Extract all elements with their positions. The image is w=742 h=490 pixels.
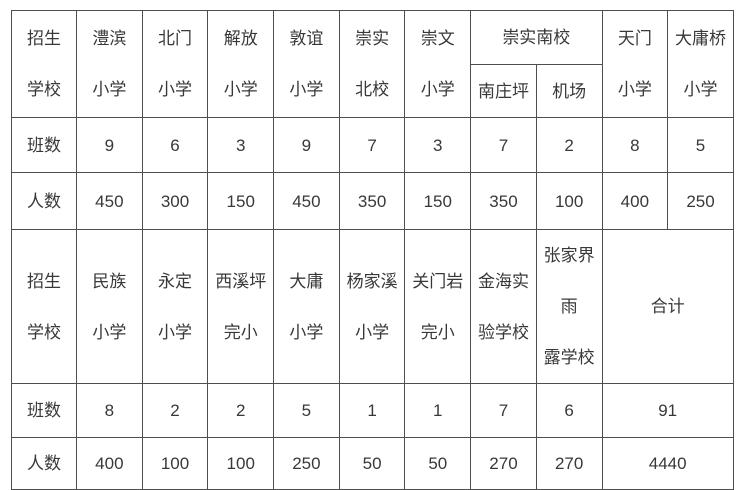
section2-header-row: 招生 学校 民族 小学 永定 小学 西溪坪 完小 大庸 小学 杨家溪 小学 关门… <box>11 229 734 384</box>
school-header-cell: 西溪坪 完小 <box>207 229 275 384</box>
row-header-cell: 人数 <box>11 437 77 490</box>
classes-cell: 1 <box>338 383 406 438</box>
students-cell: 50 <box>338 437 406 490</box>
school-header-cell: 解放 小学 <box>207 10 275 118</box>
section2-students-row: 人数 400 100 100 250 50 50 270 270 4440 <box>11 437 734 490</box>
school-header-cell: 永定 小学 <box>141 229 209 384</box>
students-cell: 350 <box>338 172 406 230</box>
students-cell: 250 <box>273 437 340 490</box>
students-cell: 270 <box>470 437 537 490</box>
students-cell: 350 <box>470 172 537 230</box>
classes-cell: 6 <box>141 117 209 173</box>
row-header-cell: 班数 <box>11 383 77 438</box>
school-header-cell: 张家界雨 露学校 <box>535 229 603 384</box>
students-cell: 270 <box>535 437 603 490</box>
school-header-cell: 崇文 小学 <box>404 10 472 118</box>
classes-cell: 8 <box>76 383 143 438</box>
classes-cell: 8 <box>601 117 669 173</box>
school-header-cell: 大庸桥 小学 <box>667 10 734 118</box>
students-cell: 250 <box>667 172 734 230</box>
classes-cell: 1 <box>404 383 472 438</box>
classes-cell: 2 <box>207 383 275 438</box>
classes-cell: 6 <box>535 383 603 438</box>
students-cell: 450 <box>273 172 340 230</box>
enrollment-table: 招生 学校 澧滨 小学 北门 小学 解放 小学 敦谊 小学 崇实 北校 崇文 小… <box>11 10 734 490</box>
school-header-cell: 崇实 北校 <box>338 10 406 118</box>
students-cell: 400 <box>601 172 669 230</box>
classes-cell: 3 <box>207 117 275 173</box>
school-header-cell: 敦谊 小学 <box>273 10 340 118</box>
students-cell: 100 <box>535 172 603 230</box>
students-cell: 100 <box>141 437 209 490</box>
classes-cell: 3 <box>404 117 472 173</box>
section1-subheader-row: 南庄坪 机场 <box>12 64 734 118</box>
school-header-cell: 北门 小学 <box>141 10 209 118</box>
classes-cell: 7 <box>338 117 406 173</box>
school-header-cell: 杨家溪 小学 <box>338 229 406 384</box>
students-cell: 150 <box>404 172 472 230</box>
total-classes-cell: 91 <box>601 383 734 438</box>
section2-classes-row: 班数 8 2 2 5 1 1 7 6 91 <box>11 383 734 438</box>
school-header-cell: 关门岩 完小 <box>404 229 472 384</box>
students-cell: 400 <box>76 437 143 490</box>
total-header-cell: 合计 <box>601 229 734 384</box>
section1-classes-row: 班数 9 6 3 9 7 3 7 2 8 5 <box>11 117 734 173</box>
classes-cell: 2 <box>535 117 603 173</box>
school-subheader-cell: 南庄坪 <box>470 64 537 118</box>
row-header-cell: 人数 <box>11 172 77 230</box>
school-header-cell: 大庸 小学 <box>273 229 340 384</box>
school-header-cell: 民族 小学 <box>76 229 143 384</box>
school-header-cell: 金海实 验学校 <box>470 229 537 384</box>
row-header-cell: 班数 <box>11 117 77 173</box>
students-cell: 450 <box>76 172 143 230</box>
classes-cell: 9 <box>76 117 143 173</box>
section1-header-row: 招生 学校 澧滨 小学 北门 小学 解放 小学 敦谊 小学 崇实 北校 崇文 小… <box>11 10 734 118</box>
students-cell: 50 <box>404 437 472 490</box>
row-header-cell: 招生 学校 <box>11 10 77 118</box>
total-students-cell: 4440 <box>601 437 734 490</box>
classes-cell: 2 <box>141 383 209 438</box>
classes-cell: 9 <box>273 117 340 173</box>
section1-students-row: 人数 450 300 150 450 350 150 350 100 400 2… <box>11 172 734 230</box>
school-group-header-cell: 崇实南校 <box>470 10 603 65</box>
students-cell: 300 <box>141 172 209 230</box>
row-header-cell: 招生 学校 <box>11 229 77 384</box>
school-subheader-cell: 机场 <box>535 64 603 118</box>
school-header-cell: 澧滨 小学 <box>76 10 143 118</box>
page: 招生 学校 澧滨 小学 北门 小学 解放 小学 敦谊 小学 崇实 北校 崇文 小… <box>11 10 734 490</box>
students-cell: 150 <box>207 172 275 230</box>
classes-cell: 7 <box>470 383 537 438</box>
students-cell: 100 <box>207 437 275 490</box>
classes-cell: 5 <box>667 117 734 173</box>
classes-cell: 5 <box>273 383 340 438</box>
school-header-cell: 天门 小学 <box>601 10 669 118</box>
classes-cell: 7 <box>470 117 537 173</box>
